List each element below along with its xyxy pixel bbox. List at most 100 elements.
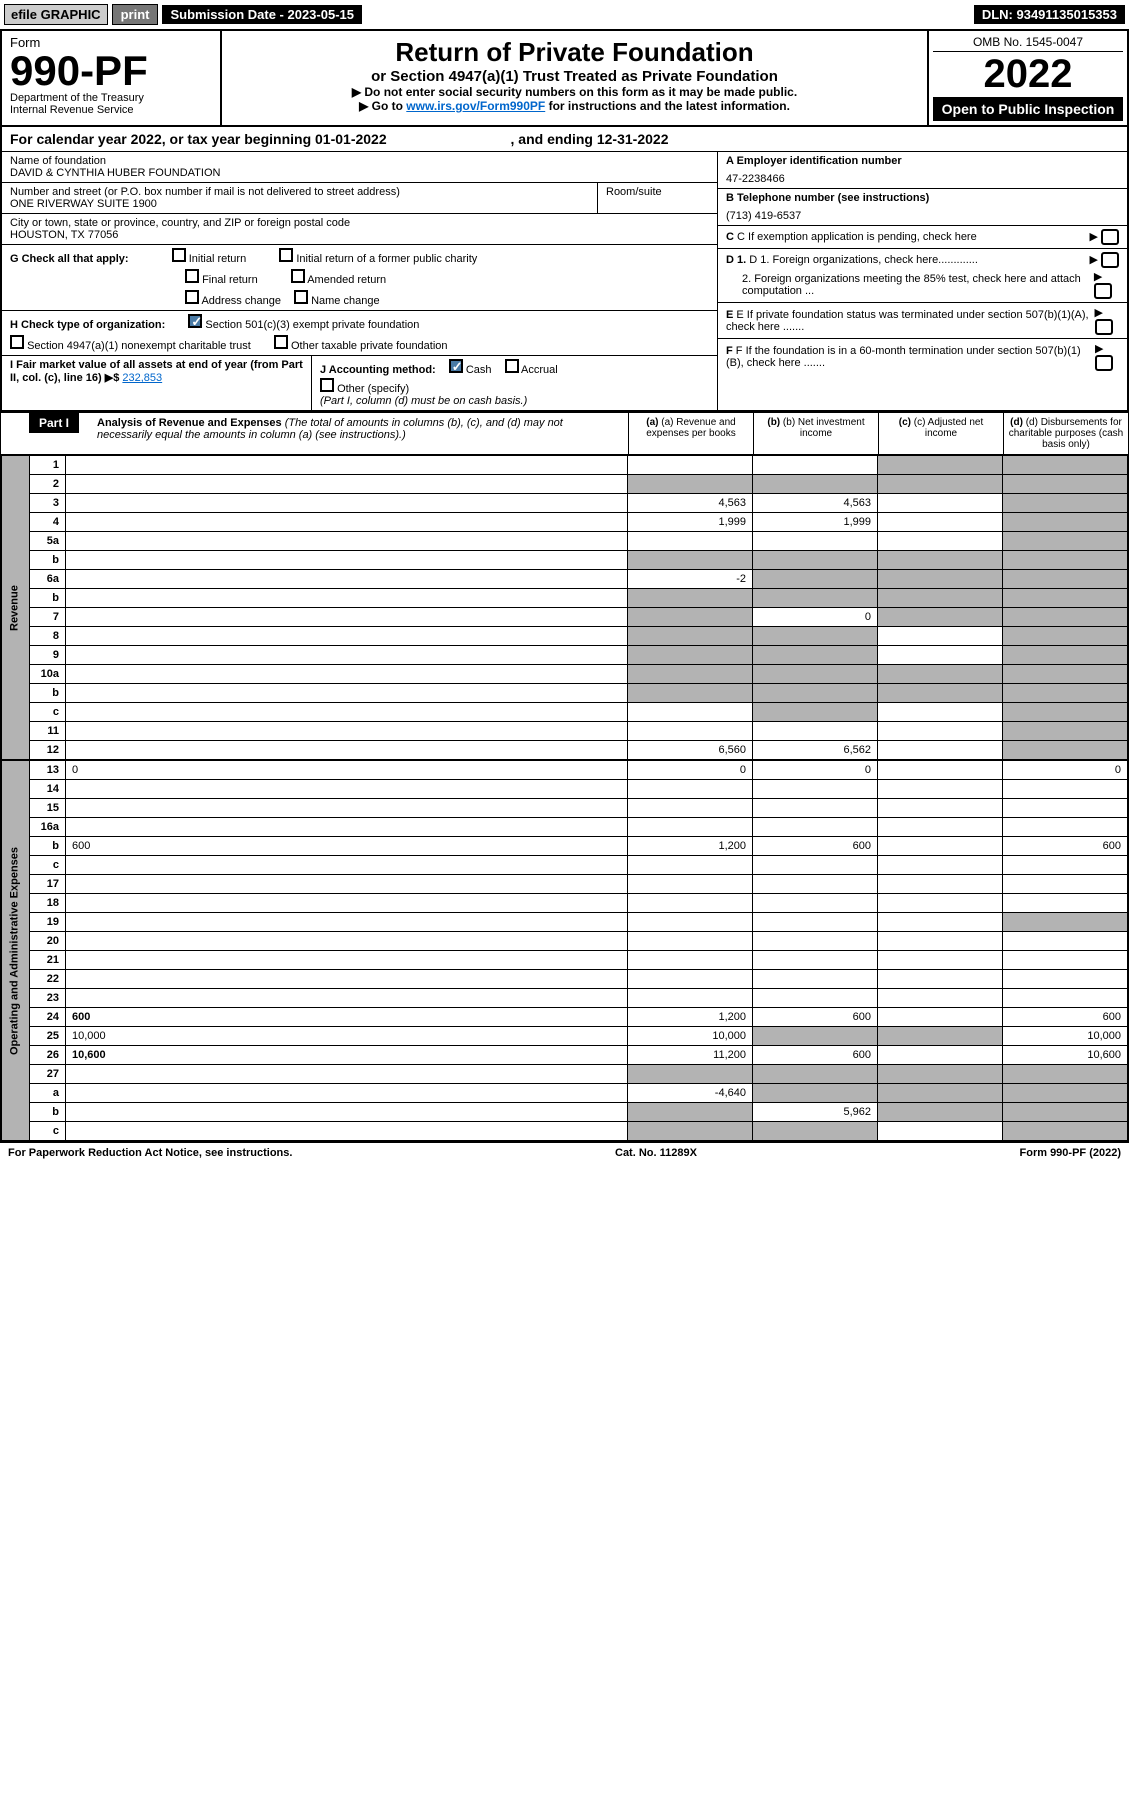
address-change-checkbox[interactable]	[185, 290, 199, 304]
value-cell-c	[878, 818, 1003, 837]
f-checkbox[interactable]	[1095, 355, 1113, 371]
dept-label: Department of the Treasury	[10, 92, 212, 104]
line-description: 0	[66, 761, 628, 780]
value-cell-c	[878, 875, 1003, 894]
table-row: c	[2, 703, 1128, 722]
e-checkbox[interactable]	[1095, 319, 1113, 335]
value-cell-c	[878, 799, 1003, 818]
form-title: Return of Private Foundation	[228, 37, 921, 68]
header-right: OMB No. 1545-0047 2022 Open to Public In…	[927, 31, 1127, 125]
line-description	[66, 456, 628, 475]
value-cell-c	[878, 1122, 1003, 1141]
value-cell-a	[628, 627, 753, 646]
line-description	[66, 932, 628, 951]
c-checkbox[interactable]	[1101, 229, 1119, 245]
value-cell-c	[878, 684, 1003, 703]
value-cell-c	[878, 989, 1003, 1008]
part1-title: Analysis of Revenue and Expenses	[97, 417, 282, 429]
d-cell: D 1. D 1. Foreign organizations, check h…	[718, 249, 1127, 303]
value-cell-b	[753, 1065, 878, 1084]
value-cell-c	[878, 913, 1003, 932]
col-a-head: (a) (a) Revenue and expenses per books	[628, 413, 753, 454]
amended-return-checkbox[interactable]	[291, 269, 305, 283]
line-description	[66, 665, 628, 684]
other-specify-checkbox[interactable]	[320, 378, 334, 392]
fmv-value[interactable]: 232,853	[122, 372, 162, 384]
name-cell: Name of foundation DAVID & CYNTHIA HUBER…	[2, 152, 717, 183]
g-opt-0: Initial return	[189, 253, 246, 265]
line-description	[66, 703, 628, 722]
table-row: 2510,00010,00010,000	[2, 1027, 1128, 1046]
d2-label: 2. Foreign organizations meeting the 85%…	[726, 273, 1094, 297]
value-cell-a	[628, 608, 753, 627]
value-cell-a	[628, 894, 753, 913]
line-description	[66, 1103, 628, 1122]
value-cell-a: 11,200	[628, 1046, 753, 1065]
initial-return-checkbox[interactable]	[172, 248, 186, 262]
table-row: Operating and Administrative Expenses130…	[2, 761, 1128, 780]
efile-button[interactable]: efile GRAPHIC	[4, 4, 108, 25]
print-button[interactable]: print	[112, 4, 159, 25]
line-number: b	[30, 1103, 66, 1122]
other-taxable-checkbox[interactable]	[274, 335, 288, 349]
value-cell-d	[1003, 970, 1128, 989]
value-cell-c	[878, 894, 1003, 913]
table-row: 22	[2, 970, 1128, 989]
value-cell-a	[628, 856, 753, 875]
table-row: 9	[2, 646, 1128, 665]
value-cell-d	[1003, 1103, 1128, 1122]
line-description	[66, 1065, 628, 1084]
line-description	[66, 1084, 628, 1103]
4947-checkbox[interactable]	[10, 335, 24, 349]
table-row: 2610,60011,20060010,600	[2, 1046, 1128, 1065]
line-number: a	[30, 1084, 66, 1103]
line-description	[66, 532, 628, 551]
final-return-checkbox[interactable]	[185, 269, 199, 283]
value-cell-a	[628, 951, 753, 970]
table-row: 5a	[2, 532, 1128, 551]
initial-former-checkbox[interactable]	[279, 248, 293, 262]
line-description	[66, 589, 628, 608]
g-opt-5: Name change	[311, 295, 380, 307]
value-cell-c	[878, 494, 1003, 513]
d1-label: D 1. Foreign organizations, check here..…	[749, 254, 978, 266]
value-cell-b	[753, 818, 878, 837]
501c3-checkbox[interactable]	[188, 314, 202, 328]
value-cell-c	[878, 780, 1003, 799]
line-number: 24	[30, 1008, 66, 1027]
name-label: Name of foundation	[10, 155, 709, 167]
value-cell-c	[878, 837, 1003, 856]
value-cell-a	[628, 722, 753, 741]
accrual-checkbox[interactable]	[505, 359, 519, 373]
value-cell-a: 1,200	[628, 1008, 753, 1027]
instr-1: ▶ Do not enter social security numbers o…	[228, 85, 921, 99]
value-cell-d	[1003, 989, 1128, 1008]
irs-link[interactable]: www.irs.gov/Form990PF	[406, 99, 545, 113]
cash-checkbox[interactable]	[449, 359, 463, 373]
revenue-table: Revenue1234,5634,56341,9991,9995ab6a-2b7…	[1, 455, 1128, 760]
table-row: 21	[2, 951, 1128, 970]
table-row: Revenue1	[2, 456, 1128, 475]
d2-checkbox[interactable]	[1094, 283, 1112, 299]
value-cell-a	[628, 1065, 753, 1084]
line-description	[66, 741, 628, 760]
value-cell-b	[753, 665, 878, 684]
value-cell-d	[1003, 646, 1128, 665]
irs-label: Internal Revenue Service	[10, 104, 212, 116]
value-cell-b	[753, 551, 878, 570]
d1-checkbox[interactable]	[1101, 252, 1119, 268]
value-cell-b	[753, 951, 878, 970]
table-row: 27	[2, 1065, 1128, 1084]
value-cell-c	[878, 722, 1003, 741]
h2-label: Section 4947(a)(1) nonexempt charitable …	[27, 340, 251, 352]
footer-right: Form 990-PF (2022)	[1020, 1147, 1122, 1159]
name-change-checkbox[interactable]	[294, 290, 308, 304]
part1-table: Part I Analysis of Revenue and Expenses …	[0, 412, 1129, 1142]
j-section: J Accounting method: Cash Accrual Other …	[312, 356, 717, 410]
table-row: c	[2, 856, 1128, 875]
table-row: 246001,200600600	[2, 1008, 1128, 1027]
value-cell-a: 1,200	[628, 837, 753, 856]
line-number: 7	[30, 608, 66, 627]
f-label: F If the foundation is in a 60-month ter…	[726, 345, 1081, 369]
value-cell-a	[628, 913, 753, 932]
